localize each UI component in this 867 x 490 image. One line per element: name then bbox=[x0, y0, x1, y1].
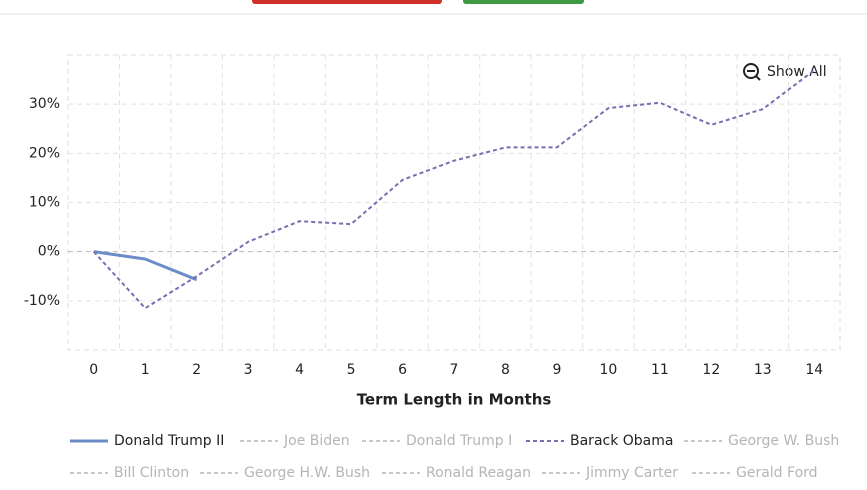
x-tick-label: 13 bbox=[754, 362, 772, 378]
legend-item[interactable]: Joe Biden bbox=[240, 433, 350, 449]
legend-label: George W. Bush bbox=[728, 433, 839, 449]
x-tick-label: 0 bbox=[89, 362, 98, 378]
legend-item[interactable]: George W. Bush bbox=[684, 433, 839, 449]
x-tick-label: 14 bbox=[805, 362, 823, 378]
x-tick-label: 6 bbox=[398, 362, 407, 378]
legend-label: Ronald Reagan bbox=[426, 465, 531, 481]
legend-item[interactable]: George H.W. Bush bbox=[200, 465, 370, 481]
red-button[interactable] bbox=[252, 0, 442, 4]
y-tick-label: 30% bbox=[29, 96, 60, 112]
legend-label: Bill Clinton bbox=[114, 465, 189, 481]
show-all-button[interactable]: Show All bbox=[743, 63, 827, 81]
legend-item[interactable]: Jimmy Carter bbox=[542, 465, 678, 481]
zoom-icon-handle bbox=[755, 75, 761, 81]
y-tick-label: 10% bbox=[29, 195, 60, 211]
legend-item[interactable]: Donald Trump I bbox=[362, 433, 512, 449]
x-tick-label: 10 bbox=[599, 362, 617, 378]
legend-label: George H.W. Bush bbox=[244, 465, 370, 481]
x-axis-title: Term Length in Months bbox=[357, 391, 552, 409]
x-tick-label: 4 bbox=[295, 362, 304, 378]
x-tick-label: 11 bbox=[651, 362, 669, 378]
x-tick-label: 8 bbox=[501, 362, 510, 378]
legend-item[interactable]: Gerald Ford bbox=[692, 465, 818, 481]
green-button[interactable] bbox=[463, 0, 584, 4]
x-tick-label: 12 bbox=[702, 362, 720, 378]
zoom-icon bbox=[743, 63, 759, 79]
legend-item[interactable]: Ronald Reagan bbox=[382, 465, 531, 481]
y-tick-label: -10% bbox=[24, 293, 60, 309]
legend-label: Donald Trump II bbox=[114, 433, 224, 449]
legend-label: Gerald Ford bbox=[736, 465, 818, 481]
series-line bbox=[93, 250, 198, 282]
legend-label: Barack Obama bbox=[570, 433, 673, 449]
x-tick-label: 5 bbox=[347, 362, 356, 378]
y-tick-label: 0% bbox=[38, 244, 60, 260]
y-tick-label: 20% bbox=[29, 145, 60, 161]
x-tick-label: 2 bbox=[192, 362, 201, 378]
legend-item[interactable]: Barack Obama bbox=[526, 433, 673, 449]
x-tick-label: 1 bbox=[141, 362, 150, 378]
series-line bbox=[92, 69, 815, 310]
legend-item[interactable]: Bill Clinton bbox=[70, 465, 189, 481]
legend-label: Donald Trump I bbox=[406, 433, 512, 449]
x-tick-label: 7 bbox=[450, 362, 459, 378]
legend-label: Joe Biden bbox=[283, 433, 350, 449]
legend-label: Jimmy Carter bbox=[585, 465, 678, 481]
x-tick-label: 3 bbox=[244, 362, 253, 378]
plot-frame bbox=[67, 54, 841, 351]
show-all-label[interactable]: Show All bbox=[767, 64, 827, 80]
x-tick-label: 9 bbox=[552, 362, 561, 378]
legend-item[interactable]: Donald Trump II bbox=[70, 433, 224, 449]
